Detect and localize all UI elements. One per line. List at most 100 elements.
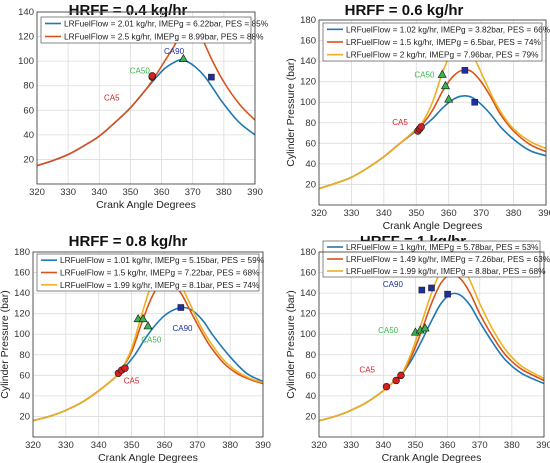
annotation-ca5: CA5 [359,365,375,374]
y-tick-label: 180 [14,247,30,258]
annotation-ca50: CA50 [130,66,151,75]
ca90-marker [208,73,215,81]
legend: LRFuelFlow = 2.01 kg/hr, IMEPg = 6.22bar… [40,16,269,44]
chart-panel-hrff-0-4: HRFF = 0.4 kg/hr 320 330 340 350 360 370 380 390… [0,0,270,226]
ca90-marker [418,286,426,294]
series-lines [37,25,255,167]
y-tick-label: 60 [305,370,316,381]
x-tick-label: 380 [506,208,522,219]
y-tick-label: 120 [300,77,316,88]
annotation-ca90: CA90 [164,47,185,56]
x-tick-label: 340 [91,440,107,451]
legend-entry: LRFuelFlow = 2.5 kg/hr, IMEPg = 8.99bar,… [64,32,264,42]
x-axis-label: Crank Angle Degrees [98,452,198,463]
chart-panel-hrff-0-8: HRFF = 0.8 kg/hr 320 330 340 350 360 370 380 390… [0,232,271,463]
x-axis-label: Crank Angle Degrees [383,220,483,232]
ca50-marker [437,69,447,78]
legend-entry: LRFuelFlow = 1.5 kg/hr, IMEPg = 7.22bar,… [60,268,260,278]
annotation-ca50: CA50 [414,71,435,80]
y-axis-label: Cylinder Pressure (bar) [285,58,297,167]
y-tick-label: 20 [305,179,316,190]
y-tick-label: 20 [19,411,30,422]
ca5-marker [382,382,391,391]
x-tick-label: 390 [247,187,263,198]
x-tick-label: 340 [376,208,392,219]
y-tick-label: 20 [23,154,34,165]
x-tick-label: 330 [343,208,359,219]
y-tick-label: 80 [19,350,30,361]
y-tick-label: 40 [305,391,316,402]
plot-frame [318,19,547,206]
legend-entry: LRFuelFlow = 1.01 kg/hr, IMEPg = 5.15bar… [60,255,265,265]
y-tick-label: 80 [305,118,316,129]
y-tick-label: 60 [305,138,316,149]
annotation-ca50: CA50 [378,326,399,335]
x-tick-label: 340 [91,187,107,198]
y-tick-label: 60 [23,105,34,116]
ca50-marker [178,53,188,62]
x-tick-label: 340 [375,440,391,451]
plot-frame [32,251,264,438]
x-tick-label: 380 [504,440,520,451]
x-tick-label: 360 [156,440,172,451]
x-tick-label: 390 [255,440,271,451]
x-tick-label: 390 [538,208,550,219]
y-tick-label: 80 [23,81,34,92]
series-line [319,259,544,422]
annotation-ca90: CA90 [383,280,404,289]
x-tick-label: 380 [222,440,238,451]
ca50-marker [143,321,153,330]
legend-entry: LRFuelFlow = 1.99 kg/hr, IMEPg = 8.8bar,… [346,266,546,276]
series-lines [319,259,544,422]
x-tick-label: 350 [122,187,138,198]
y-tick-label: 160 [14,268,30,279]
series-line [319,68,546,190]
x-tick-label: 350 [407,440,423,451]
y-tick-label: 100 [300,97,316,108]
legend: LRFuelFlow = 1.02 kg/hr, IMEPg = 3.82bar… [322,22,550,62]
x-tick-label: 370 [185,187,201,198]
chart-svg: HRFF = 0.6 kg/hr 320 330 340 350 360 370 380 390… [285,2,550,232]
legend-entry: LRFuelFlow = 1.02 kg/hr, IMEPg = 3.82bar… [346,24,550,34]
x-tick-label: 390 [536,440,550,451]
ca5-marker [121,364,129,372]
chart-title: HRFF = 0.8 kg/hr [69,233,188,250]
plot-frame [318,251,545,438]
y-tick-label: 40 [305,159,316,170]
y-tick-label: 140 [300,288,316,299]
legend-entry: LRFuelFlow = 1 kg/hr, IMEPg = 5.78bar, P… [346,242,539,252]
y-tick-label: 100 [300,329,316,340]
x-tick-label: 330 [58,440,74,451]
annotation-ca5: CA5 [124,377,140,386]
chart-panel-hrff-0-6: HRFF = 0.6 kg/hr 320 330 340 350 360 370 380 390… [276,0,550,232]
annotation-ca5: CA5 [392,118,408,127]
series-line [37,25,255,167]
y-tick-label: 120 [14,309,30,320]
ca90-marker [428,284,435,292]
x-tick-label: 330 [60,187,76,198]
x-tick-label: 360 [154,187,170,198]
y-tick-label: 140 [300,56,316,67]
legend-box [40,16,252,44]
x-tick-label: 320 [311,208,327,219]
x-tick-label: 380 [216,187,232,198]
legend-entry: LRFuelFlow = 1.5 kg/hr, IMEPg = 6.5bar, … [346,37,541,47]
y-tick-label: 40 [23,130,34,141]
x-tick-label: 370 [189,440,205,451]
x-tick-label: 320 [311,440,327,451]
ca90-marker [444,290,451,298]
y-tick-label: 120 [300,309,316,320]
series-lines [319,42,546,190]
chart-title: HRFF = 0.4 kg/hr [69,2,188,19]
ca5-marker [392,376,400,385]
y-tick-label: 60 [19,370,30,381]
legend: LRFuelFlow = 1 kg/hr, IMEPg = 5.78bar, P… [322,240,550,278]
y-tick-label: 20 [305,411,316,422]
annotation-ca50: CA50 [141,335,162,344]
x-tick-label: 360 [440,440,456,451]
x-axis-label: Crank Angle Degrees [96,199,196,211]
legend-box [322,240,541,278]
x-tick-label: 370 [473,208,489,219]
ca90-marker [471,98,478,106]
legend-entry: LRFuelFlow = 2 kg/hr, IMEPg = 7.96bar, P… [346,50,539,60]
